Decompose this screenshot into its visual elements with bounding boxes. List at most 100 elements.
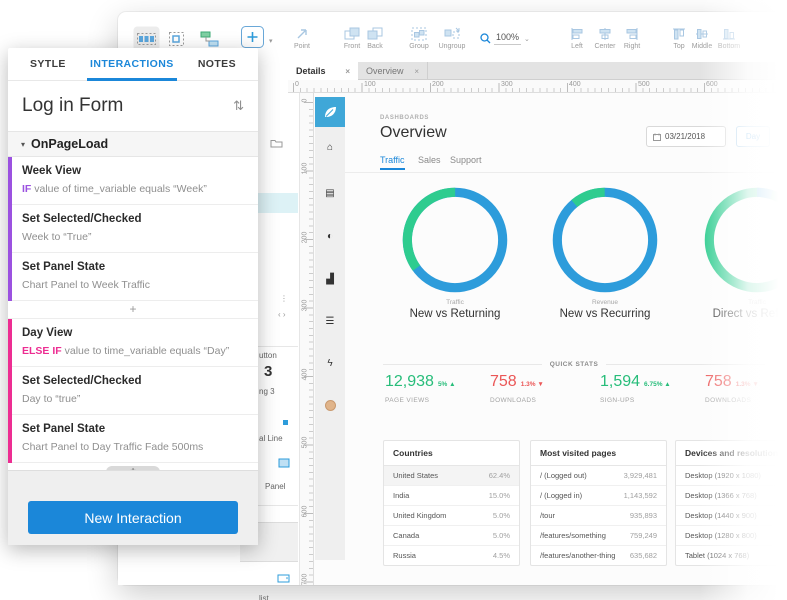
- donut-label: Direct vs Referral: [712, 308, 787, 320]
- case-week-view: Week View IF value of time_variable equa…: [8, 157, 258, 301]
- toolbar-align-center-button[interactable]: Center: [586, 27, 624, 51]
- action-row[interactable]: Set Selected/Checked Week to “True”: [12, 205, 258, 253]
- case-header[interactable]: Day View ELSE IF value to time_variable …: [12, 319, 258, 367]
- toolbar-ungroup-button[interactable]: Ungroup: [433, 27, 471, 51]
- table-row[interactable]: Desktop (1366 x 768): [676, 486, 787, 506]
- zoom-control[interactable]: 100% ⌄: [480, 32, 530, 45]
- toolbar-align-left-button[interactable]: Left: [558, 27, 596, 51]
- action-row[interactable]: Set Panel State Chart Panel to Week Traf…: [12, 253, 258, 301]
- flow-connect-button[interactable]: [198, 26, 222, 52]
- toolbar-align-right-button[interactable]: Right: [613, 27, 651, 51]
- stat-value: 758: [490, 373, 517, 390]
- divider: [345, 172, 787, 173]
- panel-title-row: Log in Form ⇅: [8, 81, 258, 131]
- avatar[interactable]: [325, 400, 336, 411]
- close-icon[interactable]: ×: [345, 66, 350, 76]
- insert-widget-button[interactable]: [241, 26, 265, 52]
- app-logo[interactable]: [315, 97, 345, 127]
- add-action-button[interactable]: +: [8, 301, 258, 319]
- stat-value: 12,938: [385, 373, 434, 390]
- zoom-value: 100%: [494, 32, 522, 45]
- tab-details[interactable]: Details ×: [288, 62, 358, 80]
- bring-front-icon: [344, 27, 360, 40]
- folder-icon[interactable]: [270, 138, 283, 148]
- donut-chart-direct: [704, 187, 787, 293]
- collapse-chevrons-icon[interactable]: ‹ ›: [278, 310, 286, 319]
- toolbar-group-button[interactable]: Group: [400, 27, 438, 51]
- collapse-triangle-icon[interactable]: ▾: [21, 139, 26, 149]
- tab-sales[interactable]: Sales: [418, 155, 441, 165]
- toolbar-point-button[interactable]: Point: [283, 27, 321, 51]
- library-item-label[interactable]: list: [259, 594, 269, 600]
- library-item-label[interactable]: al Line: [259, 434, 283, 443]
- case-header[interactable]: Week View IF value of time_variable equa…: [12, 157, 258, 205]
- tab-interactions[interactable]: INTERACTIONS: [87, 48, 177, 81]
- chart-icon[interactable]: ▟: [326, 274, 334, 285]
- donut-label: New vs Recurring: [559, 308, 651, 320]
- stat-value: 758: [705, 373, 732, 390]
- table-row[interactable]: / (Logged out) 3,929,481: [531, 466, 666, 486]
- donut-chart-traffic: [402, 187, 508, 293]
- table-row[interactable]: /tour 935,893: [531, 506, 666, 526]
- home-icon[interactable]: ⌂: [326, 142, 334, 153]
- widget-multi-select-button[interactable]: [133, 26, 160, 52]
- card-icon[interactable]: ▤: [325, 188, 335, 199]
- table-row[interactable]: Tablet (1024 x 768): [685, 551, 750, 560]
- donut-category: Revenue: [591, 299, 619, 306]
- stat-value: 1,594: [600, 373, 641, 390]
- toolbar-back-button[interactable]: Back: [356, 27, 394, 51]
- table-row[interactable]: Desktop (1280 x 800): [676, 526, 787, 546]
- sort-icon[interactable]: ⇅: [233, 98, 244, 113]
- align-right-icon: [626, 28, 638, 40]
- stat-label: PAGE VIEWS: [385, 397, 430, 404]
- panel-tab-bar: SYTLE INTERACTIONS NOTES: [8, 48, 258, 81]
- droplist-widget-icon: [277, 574, 290, 583]
- align-left-icon: [571, 28, 583, 40]
- kebab-icon[interactable]: ⋮: [280, 294, 288, 303]
- day-button[interactable]: Day: [736, 126, 770, 147]
- table-row[interactable]: Canada 5.0%: [384, 526, 519, 546]
- table-row[interactable]: / (Logged in) 1,143,592: [531, 486, 666, 506]
- donut-chart-revenue: [552, 187, 658, 293]
- action-row[interactable]: Set Selected/Checked Day to “true”: [12, 367, 258, 415]
- ungroup-icon: [444, 27, 460, 39]
- table-row[interactable]: /features/another-thing 635,682: [540, 551, 657, 560]
- tab-traffic[interactable]: Traffic: [380, 155, 405, 165]
- table-row[interactable]: /features/something 759,249: [531, 526, 666, 546]
- quick-stats-divider: QUICK STATS: [383, 361, 765, 368]
- table-row[interactable]: United States 62.4%: [384, 466, 519, 486]
- table-row[interactable]: Russia 4.5%: [393, 551, 510, 560]
- table-row[interactable]: Desktop (1440 x 900): [676, 506, 787, 526]
- tab-support[interactable]: Support: [450, 155, 482, 165]
- table-row[interactable]: Desktop (1920 x 1080): [676, 466, 787, 486]
- close-icon[interactable]: ×: [414, 66, 419, 76]
- table-row[interactable]: United Kingdom 5.0%: [384, 506, 519, 526]
- tab-notes[interactable]: NOTES: [197, 58, 236, 70]
- library-item-label[interactable]: utton: [259, 351, 277, 360]
- page-title: Overview: [380, 124, 447, 141]
- dynamic-panel-widget-icon: [278, 458, 290, 468]
- list-icon[interactable]: ☰: [325, 316, 335, 327]
- toolbar-align-top-button[interactable]: Top: [660, 27, 698, 51]
- stat-signups: 1,594 6.75% ▲ SIGN-UPS: [600, 373, 704, 404]
- tab-style[interactable]: SYTLE: [30, 58, 66, 70]
- new-interaction-button[interactable]: New Interaction: [28, 501, 238, 534]
- library-item-label[interactable]: ng 3: [259, 387, 275, 396]
- toolbar-front-button[interactable]: Front: [333, 27, 371, 51]
- event-header[interactable]: ▾ OnPageLoad: [8, 131, 258, 157]
- leaf-logo-icon: [325, 107, 336, 118]
- action-row[interactable]: Set Panel State Chart Panel to Day Traff…: [12, 415, 258, 463]
- table-row[interactable]: India 15.0%: [384, 486, 519, 506]
- stat-delta: 6.75% ▲: [644, 381, 671, 388]
- donut-label: New vs Returning: [409, 308, 501, 320]
- library-item-label[interactable]: Panel: [265, 482, 286, 491]
- tab-overview[interactable]: Overview ×: [358, 62, 428, 80]
- bolt-icon[interactable]: ϟ: [327, 358, 333, 369]
- document-tab-bar: Details × Overview ×: [288, 62, 787, 80]
- date-field[interactable]: 03/21/2018: [646, 126, 726, 147]
- insert-dropdown-caret-icon[interactable]: ▾: [269, 38, 273, 45]
- globe-icon[interactable]: ◐: [326, 231, 334, 242]
- widget-select-button[interactable]: [165, 26, 189, 52]
- library-item-label[interactable]: 3: [264, 363, 273, 380]
- toolbar-align-bottom-button[interactable]: Bottom: [710, 27, 748, 51]
